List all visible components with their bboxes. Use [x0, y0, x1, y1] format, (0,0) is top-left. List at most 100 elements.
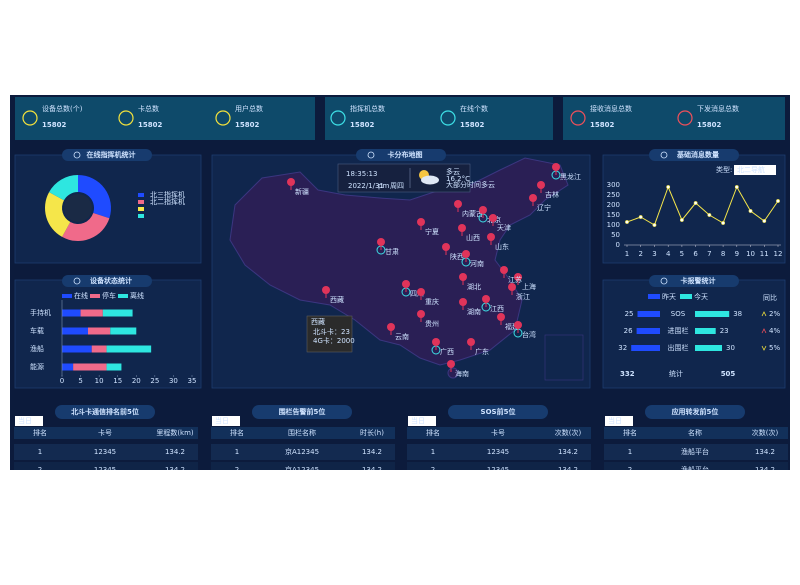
panel-title: 卡报警统计 — [681, 276, 716, 285]
stat-icon — [330, 110, 346, 126]
y-tick-label: 能源 — [30, 362, 44, 371]
bar-segment — [91, 345, 107, 353]
table-cell: 12345 — [94, 466, 116, 474]
pin — [417, 218, 425, 226]
table-title: SOS前5位 — [481, 407, 516, 416]
column-header: 卡号 — [491, 428, 505, 437]
legend-swatch — [138, 214, 144, 218]
change-arrow — [761, 311, 767, 317]
province-label: 浙江 — [516, 292, 530, 301]
bar — [695, 328, 716, 334]
province-label: 重庆 — [425, 297, 439, 306]
change-arrow — [761, 328, 767, 334]
pin — [322, 286, 330, 294]
table-cell: 2 — [235, 466, 239, 474]
table-header — [407, 427, 591, 439]
table-cell: 134.2 — [755, 466, 775, 474]
table-cell: 12345 — [487, 448, 509, 456]
legend-label: 停车 — [102, 291, 116, 300]
column-header: 排名 — [426, 428, 440, 437]
province-label: 陕西 — [450, 252, 464, 261]
clock-date: 2022/1/31 — [348, 182, 384, 190]
change-label: 4% — [769, 327, 780, 335]
province-label: 广东 — [475, 347, 489, 356]
bar — [637, 311, 660, 317]
clock-box — [337, 163, 471, 193]
table-cell: 134.2 — [558, 448, 578, 456]
column-header: 卡号 — [98, 428, 112, 437]
bar — [695, 311, 730, 317]
select[interactable] — [734, 165, 776, 175]
x-tick-label: 1 — [625, 250, 629, 258]
select-value: 当日 — [411, 416, 425, 425]
province-label: 福建 — [505, 322, 519, 331]
select[interactable] — [408, 416, 436, 426]
pin — [442, 243, 450, 251]
x-tick-label: 0 — [60, 377, 64, 385]
pie-slice — [62, 212, 110, 241]
table-cell: 134.2 — [558, 466, 578, 474]
pin — [529, 194, 537, 202]
province-label: 山东 — [495, 242, 509, 251]
table-cell: 1 — [38, 448, 42, 456]
table-cell: 134.2 — [362, 448, 382, 456]
column-header: 次数(次) — [555, 428, 582, 437]
pin — [287, 178, 295, 186]
value-label: 32 — [618, 344, 627, 352]
pie-slice — [49, 175, 78, 201]
tooltip-line: 北斗卡：23 — [313, 327, 350, 336]
pin — [552, 163, 560, 171]
table-row — [604, 462, 788, 470]
stat-icon — [22, 110, 38, 126]
province-label: 甘肃 — [385, 247, 399, 256]
province-label: 天津 — [497, 224, 511, 232]
pie-slice — [45, 192, 71, 237]
change-label: 5% — [769, 344, 780, 352]
stat-value: 15802 — [697, 121, 721, 129]
point — [707, 213, 712, 217]
pin — [417, 288, 425, 296]
pin — [462, 250, 470, 258]
bar-segment — [80, 309, 103, 317]
stat-value: 15802 — [590, 121, 614, 129]
panel-icon — [660, 277, 668, 285]
bar-segment — [110, 327, 137, 335]
pin — [489, 214, 497, 222]
select[interactable] — [212, 416, 240, 426]
province-label: 山西 — [466, 233, 480, 242]
province-label: 河南 — [470, 259, 484, 268]
tooltip-title: 西藏 — [311, 317, 325, 326]
table-title: 围栏告警前5位 — [279, 407, 326, 416]
x-tick-label: 30 — [169, 377, 178, 385]
stat-value: 15802 — [235, 121, 259, 129]
y-tick-label: 100 — [607, 221, 620, 229]
panel-icon — [73, 277, 81, 285]
pin — [514, 273, 522, 281]
province-label: 吉林 — [545, 190, 559, 199]
table-row — [604, 444, 788, 460]
y-tick-label: 250 — [607, 191, 620, 199]
bar — [631, 345, 660, 351]
bar-segment — [88, 327, 111, 335]
value-label: 38 — [733, 310, 742, 318]
y-tick-label: 车载 — [30, 326, 44, 335]
panel-title-tab — [649, 275, 739, 287]
total-value: 505 — [721, 370, 736, 378]
pin — [514, 321, 522, 329]
table-cell: 134.2 — [165, 448, 185, 456]
tooltip — [306, 315, 353, 353]
select[interactable] — [15, 416, 43, 426]
table-row — [211, 444, 395, 460]
table-title-tab — [645, 405, 745, 419]
point — [721, 221, 725, 225]
pin — [458, 224, 466, 232]
province-label: 内蒙古 — [462, 209, 483, 218]
forecast: 大部分时间多云 — [446, 180, 495, 189]
stat-value: 15802 — [42, 121, 66, 129]
y-tick-label: 200 — [607, 201, 620, 209]
pin — [387, 323, 395, 331]
category-label: 出围栏 — [668, 343, 689, 352]
bar-segment — [102, 309, 133, 317]
select[interactable] — [605, 416, 633, 426]
